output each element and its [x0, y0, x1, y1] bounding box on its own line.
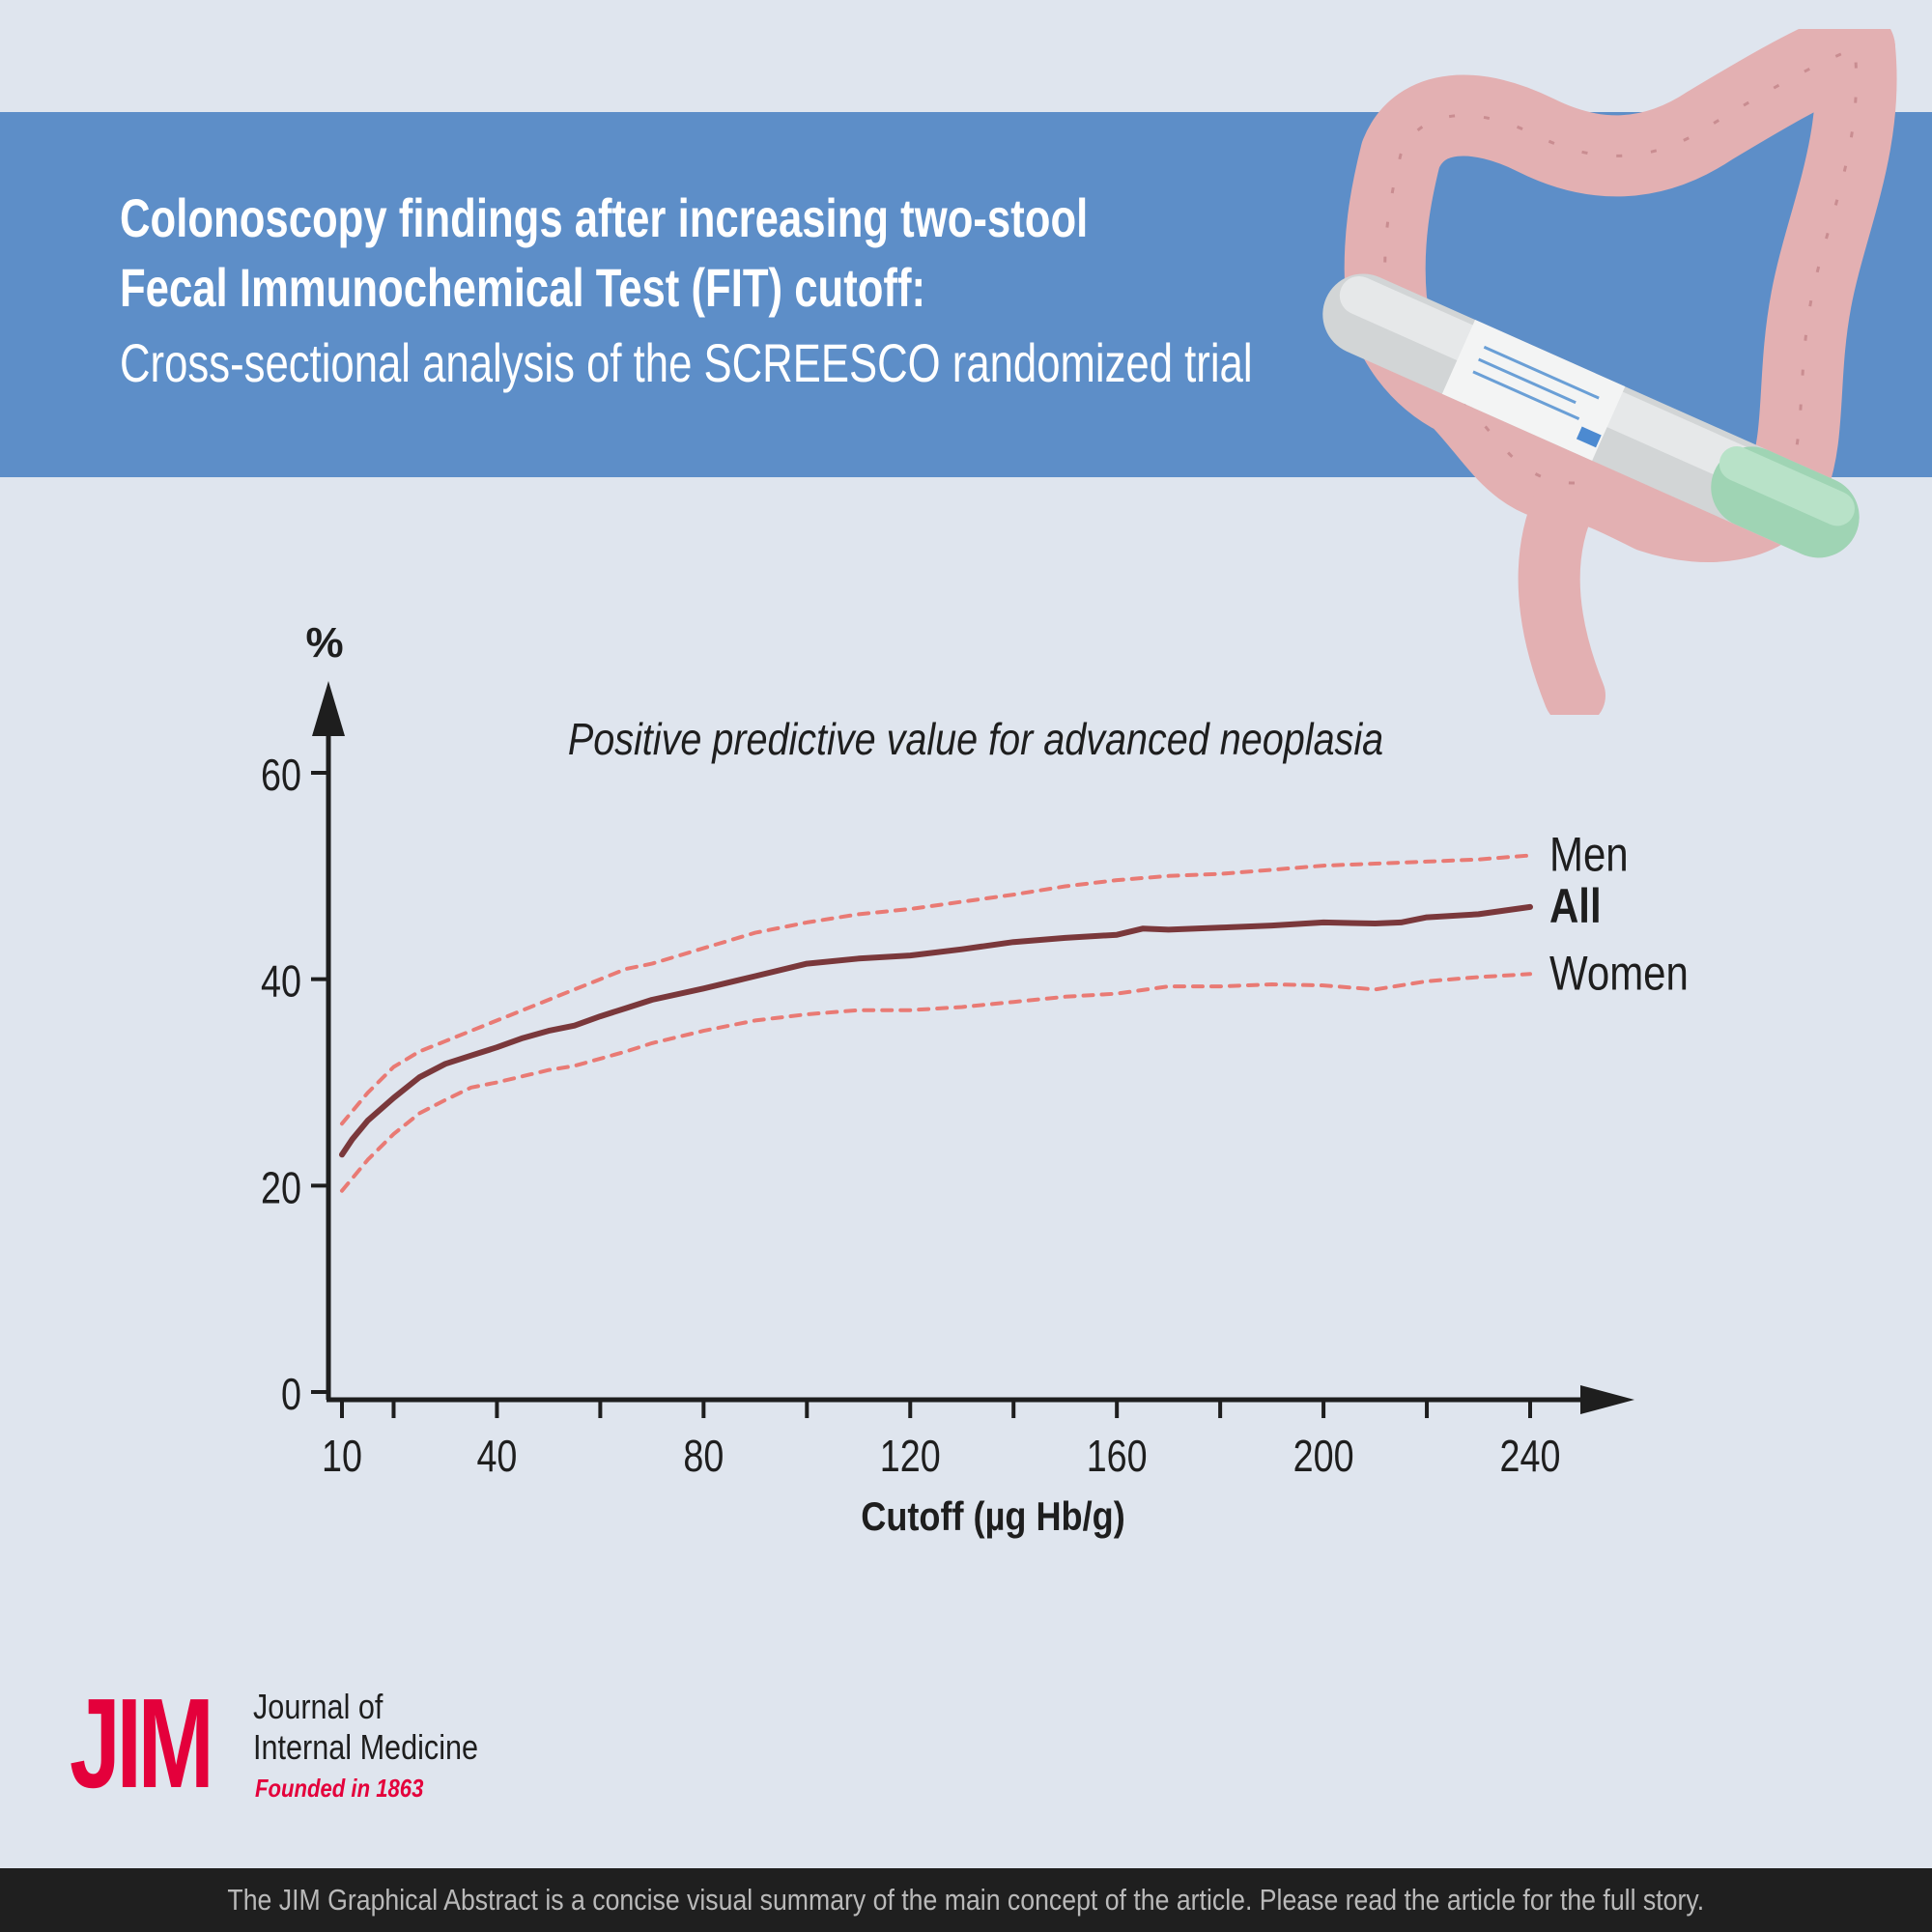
- logo-name-line-1: Journal of: [253, 1687, 384, 1726]
- series-line-women: [340, 972, 1532, 1193]
- y-tick-label: 40: [261, 956, 301, 1006]
- x-tick-label: 200: [1293, 1431, 1354, 1480]
- logo-founded: Founded in 1863: [255, 1774, 424, 1803]
- logo-abbr: JIM: [70, 1672, 214, 1814]
- series-line-men: [340, 853, 1532, 1126]
- x-tick-label: 160: [1087, 1431, 1148, 1480]
- series-label-all: All: [1549, 878, 1602, 932]
- footer-bar: The JIM Graphical Abstract is a concise …: [0, 1868, 1932, 1932]
- x-tick-label: 10: [322, 1431, 362, 1480]
- y-tick-label: 0: [281, 1369, 301, 1418]
- series-label-women: Women: [1549, 946, 1689, 1000]
- x-tick-label: 80: [683, 1431, 724, 1480]
- logo-name-line-2: Internal Medicine: [253, 1727, 479, 1767]
- title-line-1: Colonoscopy findings after increasing tw…: [120, 187, 1089, 248]
- axes: [312, 681, 1634, 1414]
- x-axis-label: Cutoff (µg Hb/g): [861, 1495, 1124, 1540]
- series-label-men: Men: [1549, 827, 1629, 881]
- x-axis-arrow: [1580, 1385, 1634, 1414]
- chart-title: Positive predictive value for advanced n…: [568, 715, 1383, 764]
- y-axis-label: %: [305, 619, 343, 667]
- y-tick-label: 20: [261, 1163, 301, 1212]
- y-tick-label: 60: [261, 750, 301, 799]
- x-tick-label: 120: [880, 1431, 941, 1480]
- fit-test-kit-icon: [1322, 273, 1860, 558]
- series-lines: [339, 853, 1533, 1193]
- logo-journal-name: Journal of Internal Medicine: [253, 1687, 478, 1768]
- footer-text: The JIM Graphical Abstract is a concise …: [227, 1883, 1705, 1917]
- title-line-2: Fecal Immunochemical Test (FIT) cutoff:: [120, 257, 926, 318]
- x-tick-label: 40: [476, 1431, 517, 1480]
- x-tick-label: 240: [1500, 1431, 1561, 1480]
- y-axis-arrow: [312, 681, 345, 736]
- ticks: 0 20 40 60 10 40 80 120 160 200 240: [261, 750, 1560, 1480]
- series-line-all: [339, 903, 1533, 1158]
- colon-fit-illustration: [1322, 29, 1897, 715]
